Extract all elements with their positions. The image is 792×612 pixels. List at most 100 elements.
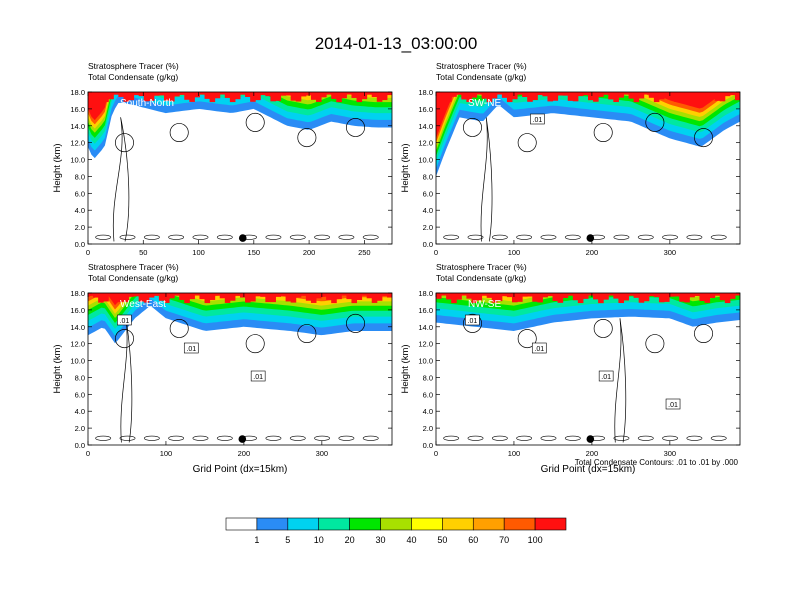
- location-marker: [238, 435, 247, 443]
- y-tick-label: 18.0: [70, 289, 85, 298]
- condensate-contour-low: [491, 234, 508, 240]
- y-tick-label: 6.0: [423, 189, 433, 198]
- tracer-100pct-cell: [199, 293, 206, 300]
- y-tick-label: 2.0: [75, 223, 85, 232]
- panel-2: Stratosphere Tracer (%)Total Condensate …: [400, 61, 741, 257]
- colorbar-swatch: [380, 517, 412, 531]
- tracer-100pct-cell: [719, 92, 726, 102]
- contour-label: .01: [534, 346, 544, 353]
- y-tick-label: 4.0: [75, 407, 85, 416]
- condensate-contour: [169, 123, 189, 143]
- tracer-100pct-cell: [496, 92, 503, 95]
- panel-header-tracer: Stratosphere Tracer (%): [436, 262, 527, 272]
- condensate-contour: [463, 313, 482, 333]
- tracer-100pct-cell: [366, 293, 373, 299]
- tracer-100pct-cell: [588, 92, 594, 101]
- tracer-100pct-cell: [572, 293, 579, 301]
- tracer-100pct-cell: [331, 293, 337, 304]
- tracer-100pct-cell: [608, 293, 614, 296]
- panel-header-tracer: Stratosphere Tracer (%): [88, 61, 179, 71]
- tracer-100pct-cell: [547, 293, 554, 297]
- condensate-contour: [297, 324, 317, 344]
- tracer-100pct-cell: [506, 293, 513, 298]
- x-tick-label: 200: [238, 449, 251, 458]
- tracer-100pct-cell: [331, 92, 337, 99]
- tracer-100pct-cell: [441, 92, 447, 101]
- tracer-100pct-cell: [326, 293, 332, 300]
- tracer-100pct-cell: [522, 92, 528, 98]
- tracer-100pct-cell: [321, 92, 327, 98]
- tracer-100pct-cell: [658, 92, 665, 100]
- condensate-contour: [694, 128, 713, 148]
- tracer-100pct-cell: [280, 293, 287, 297]
- condensate-contour-low: [637, 435, 654, 441]
- tracer-100pct-cell: [371, 92, 378, 98]
- panel-direction-label: South-North: [120, 98, 174, 109]
- tracer-100pct-cell: [729, 92, 736, 96]
- tracer-100pct-cell: [638, 293, 645, 303]
- colorbar-label: 20: [345, 535, 355, 545]
- plot-area: [88, 293, 392, 443]
- condensate-contour: [346, 313, 365, 333]
- tracer-100pct-cell: [491, 293, 498, 303]
- tracer-100pct-cell: [316, 92, 322, 102]
- tracer-100pct-cell: [351, 92, 358, 98]
- tracer-100pct-cell: [133, 92, 140, 96]
- tracer-100pct-cell: [466, 293, 472, 299]
- tracer-100pct-cell: [98, 92, 104, 98]
- tracer-100pct-cell: [648, 293, 655, 297]
- tracer-100pct-cell: [275, 293, 282, 297]
- condensate-contour-low: [516, 234, 533, 240]
- tracer-100pct-cell: [113, 92, 119, 95]
- x-tick-label: 300: [316, 449, 329, 458]
- tracer-100pct-cell: [376, 92, 383, 102]
- tracer-100pct-cell: [265, 293, 271, 303]
- condensate-contour-low: [662, 435, 678, 441]
- condensate-contour: [297, 128, 317, 148]
- tracer-100pct-cell: [684, 92, 690, 96]
- tracer-100pct-cell: [164, 92, 170, 101]
- tracer-100pct-cell: [567, 92, 574, 101]
- tracer-100pct-cell: [719, 293, 726, 301]
- tracer-band-30pct: [436, 92, 740, 152]
- tracer-band-100pct: [436, 92, 740, 139]
- condensate-contour-low: [516, 435, 533, 441]
- condensate-contour: [115, 329, 134, 349]
- tracer-100pct-cell: [270, 293, 276, 303]
- condensate-contour-low: [265, 234, 282, 240]
- tracer-100pct-cell: [598, 293, 604, 304]
- tracer-100pct-cell: [577, 293, 584, 304]
- tracer-100pct-cell: [265, 92, 271, 97]
- tracer-100pct-cell: [366, 92, 373, 95]
- tracer-100pct-cell: [451, 293, 457, 304]
- tracer-100pct-cell: [250, 293, 256, 302]
- y-tick-label: 16.0: [418, 306, 433, 315]
- tracer-100pct-cell: [123, 92, 130, 102]
- tracer-100pct-cell: [174, 92, 180, 97]
- tracer-100pct-cell: [679, 293, 685, 302]
- tracer-100pct-cell: [547, 92, 554, 102]
- tracer-100pct-cell: [588, 293, 594, 296]
- y-tick-label: 18.0: [70, 88, 85, 97]
- tracer-100pct-cell: [618, 293, 624, 304]
- tracer-100pct-cell: [623, 293, 630, 301]
- tracer-100pct-cell: [664, 92, 670, 95]
- tracer-100pct-cell: [204, 92, 211, 99]
- condensate-contour: [115, 133, 134, 153]
- tracer-100pct-cell: [138, 92, 145, 97]
- tracer-100pct-cell: [699, 92, 706, 101]
- y-tick-label: 10.0: [70, 156, 85, 165]
- y-axis-label: Height (km): [52, 143, 63, 192]
- tracer-100pct-cell: [128, 293, 135, 297]
- tracer-100pct-cell: [512, 92, 518, 100]
- x-tick-label: 0: [86, 248, 90, 257]
- tracer-100pct-cell: [189, 293, 195, 300]
- tracer-100pct-cell: [336, 92, 342, 103]
- condensate-contour-low: [289, 435, 306, 441]
- colorbar-label: 100: [528, 535, 543, 545]
- tracer-100pct-cell: [189, 92, 195, 102]
- tracer-100pct-cell: [93, 92, 99, 95]
- tracer-100pct-cell: [664, 293, 670, 302]
- condensate-contour-low: [143, 234, 160, 240]
- colorbar-label: 10: [314, 535, 324, 545]
